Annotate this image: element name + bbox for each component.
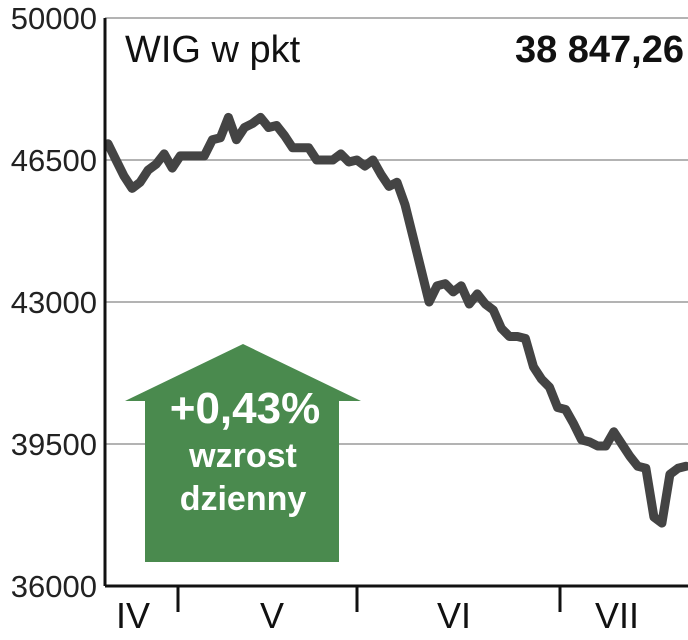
y-axis-ticks: 50000 46500 43000 39500 36000 — [11, 1, 97, 604]
data-point — [211, 139, 213, 141]
data-point — [404, 204, 406, 206]
data-point — [653, 516, 655, 518]
data-point — [524, 337, 527, 340]
data-point — [605, 445, 607, 447]
data-point — [227, 116, 229, 118]
data-point — [340, 153, 342, 155]
data-point — [131, 187, 133, 189]
data-point — [532, 366, 535, 368]
chart-title: WIG w pkt — [125, 29, 301, 71]
data-point — [195, 155, 197, 157]
data-point — [380, 173, 382, 175]
data-point — [516, 335, 519, 338]
x-axis-month-labels: IV V VI VII — [116, 595, 639, 636]
data-point — [540, 378, 543, 380]
data-point — [581, 439, 583, 441]
data-point — [163, 153, 165, 155]
data-point — [187, 155, 189, 157]
data-point — [492, 309, 494, 311]
data-point — [300, 147, 302, 149]
data-point — [268, 126, 270, 129]
data-point — [476, 293, 478, 295]
x-tick-label-V: V — [260, 595, 284, 636]
data-point — [500, 327, 502, 329]
data-point — [597, 445, 599, 447]
data-point — [147, 169, 149, 171]
month-separators — [176, 586, 562, 612]
y-tick-label: 36000 — [11, 569, 97, 604]
data-point — [316, 159, 318, 161]
data-point — [372, 159, 374, 161]
growth-arrow-badge — [125, 344, 361, 562]
data-point — [107, 143, 109, 145]
data-point — [548, 386, 551, 388]
data-point — [284, 135, 286, 137]
data-point — [292, 147, 294, 149]
data-point — [669, 473, 671, 475]
data-point — [677, 467, 679, 469]
data-point — [484, 303, 486, 305]
x-tick-label-VII: VII — [595, 595, 639, 636]
data-point — [645, 467, 647, 469]
y-tick-label: 50000 — [11, 1, 97, 36]
data-point — [332, 159, 334, 161]
last-value: 38 847,26 — [515, 29, 684, 71]
data-point — [629, 455, 631, 457]
data-point — [508, 335, 510, 338]
data-point — [637, 465, 639, 467]
data-point — [139, 181, 141, 183]
data-point — [589, 441, 591, 443]
y-tick-label: 46500 — [11, 143, 97, 178]
data-point — [171, 167, 173, 169]
data-point — [123, 175, 125, 177]
data-point — [468, 303, 470, 305]
data-point — [348, 161, 350, 163]
data-point — [251, 122, 254, 125]
data-point — [396, 181, 398, 183]
data-point — [460, 285, 462, 287]
data-point — [115, 159, 117, 161]
y-tick-label: 43000 — [11, 285, 97, 320]
data-point — [364, 165, 366, 167]
data-point — [356, 159, 358, 161]
data-point — [243, 126, 246, 129]
data-point — [613, 431, 615, 433]
data-point — [565, 408, 567, 411]
data-point — [155, 163, 157, 165]
badge-label-line-1: wzrost — [188, 437, 297, 475]
data-point — [179, 155, 181, 157]
data-point — [436, 285, 438, 287]
x-tick-label-VI: VI — [437, 595, 471, 636]
data-point — [276, 124, 278, 127]
data-point — [259, 116, 262, 118]
data-point — [621, 443, 623, 445]
x-tick-label-IV: IV — [116, 595, 150, 636]
data-point — [420, 268, 422, 271]
data-point — [557, 406, 559, 409]
data-point — [685, 465, 687, 467]
data-point — [219, 137, 221, 139]
data-point — [452, 291, 454, 293]
data-point — [661, 522, 663, 524]
data-point — [203, 155, 205, 157]
data-point — [444, 283, 446, 285]
data-point — [573, 423, 575, 425]
y-tick-label: 39500 — [11, 427, 97, 462]
badge-percent-change: +0,43% — [170, 384, 320, 433]
data-point — [308, 147, 310, 149]
data-point — [324, 159, 326, 161]
data-point — [412, 236, 414, 238]
data-point — [388, 185, 390, 187]
badge-label-line-2: dzienny — [180, 480, 307, 518]
data-point — [428, 301, 430, 303]
series-wig — [103, 112, 688, 528]
data-point — [235, 139, 237, 141]
